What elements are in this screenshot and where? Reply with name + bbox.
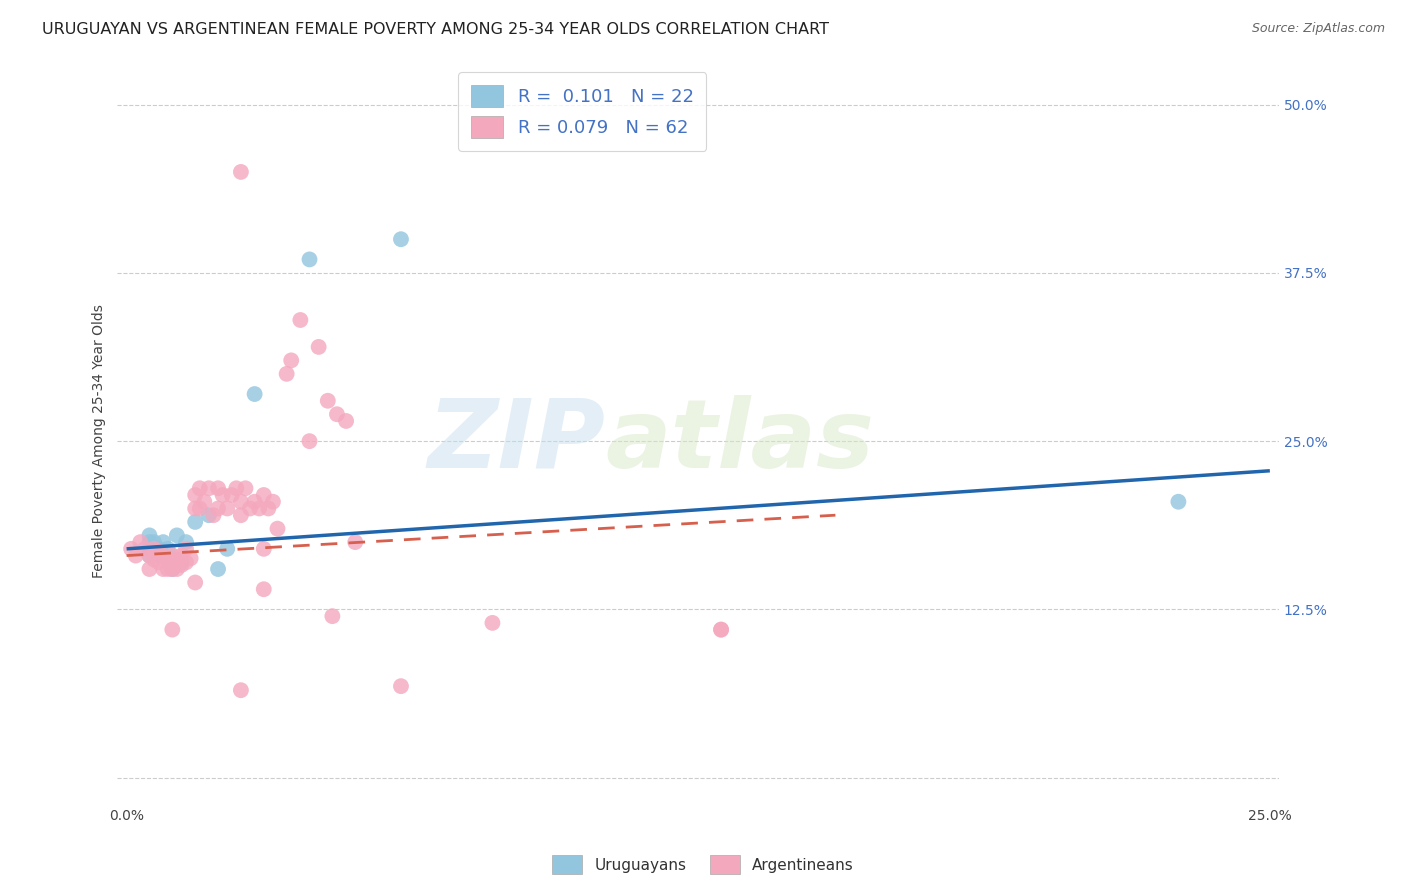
Point: [170, 555, 193, 569]
Point: [298, 252, 321, 267]
Point: [344, 535, 367, 549]
Point: [148, 544, 170, 558]
Point: [166, 528, 188, 542]
Point: [481, 615, 503, 630]
Point: [180, 551, 202, 566]
Point: [710, 623, 733, 637]
Point: [184, 515, 207, 529]
Point: [138, 562, 160, 576]
Point: [207, 501, 229, 516]
Point: [280, 353, 302, 368]
Point: [170, 558, 193, 572]
Point: [253, 582, 276, 597]
Point: [229, 165, 252, 179]
Point: [235, 481, 257, 495]
Point: [257, 501, 280, 516]
Point: [166, 552, 188, 566]
Point: [152, 535, 174, 549]
Point: [207, 481, 229, 495]
Point: [276, 367, 298, 381]
Point: [138, 541, 160, 556]
Point: [247, 501, 270, 516]
Point: [321, 609, 343, 624]
Point: [166, 562, 188, 576]
Point: [174, 541, 197, 556]
Point: [156, 552, 179, 566]
Point: [129, 535, 152, 549]
Point: [389, 232, 412, 246]
Point: [156, 562, 179, 576]
Point: [138, 528, 160, 542]
Point: [174, 555, 197, 569]
Point: [266, 522, 288, 536]
Point: [170, 549, 193, 563]
Point: [143, 541, 166, 556]
Point: [253, 488, 276, 502]
Point: [134, 541, 156, 556]
Point: [188, 481, 211, 495]
Point: [138, 535, 160, 549]
Point: [217, 541, 239, 556]
Point: [253, 541, 276, 556]
Text: Source: ZipAtlas.com: Source: ZipAtlas.com: [1251, 22, 1385, 36]
Point: [229, 494, 252, 508]
Point: [262, 494, 284, 508]
Point: [710, 623, 733, 637]
Point: [243, 494, 266, 508]
Point: [326, 407, 349, 421]
Legend: R =  0.101   N = 22, R = 0.079   N = 62: R = 0.101 N = 22, R = 0.079 N = 62: [458, 72, 706, 151]
Point: [162, 562, 184, 576]
Point: [148, 555, 170, 569]
Point: [290, 313, 312, 327]
Point: [188, 501, 211, 516]
Point: [202, 508, 225, 523]
Point: [162, 549, 184, 563]
Point: [211, 488, 233, 502]
Point: [239, 501, 262, 516]
Point: [335, 414, 357, 428]
Point: [138, 549, 160, 563]
Point: [298, 434, 321, 449]
Point: [389, 679, 412, 693]
Point: [308, 340, 330, 354]
Point: [229, 683, 252, 698]
Point: [148, 541, 170, 556]
Point: [138, 549, 160, 563]
Point: [125, 549, 148, 563]
Point: [162, 623, 184, 637]
Point: [184, 501, 207, 516]
Point: [225, 481, 247, 495]
Text: ZIP: ZIP: [427, 394, 606, 488]
Point: [198, 508, 221, 523]
Point: [184, 575, 207, 590]
Point: [143, 535, 166, 549]
Point: [1167, 494, 1189, 508]
Legend: Uruguayans, Argentineans: Uruguayans, Argentineans: [546, 849, 860, 880]
Point: [207, 562, 229, 576]
Point: [152, 549, 174, 563]
Point: [148, 549, 170, 563]
Y-axis label: Female Poverty Among 25-34 Year Olds: Female Poverty Among 25-34 Year Olds: [93, 304, 107, 578]
Point: [184, 488, 207, 502]
Point: [221, 488, 243, 502]
Point: [198, 481, 221, 495]
Point: [217, 501, 239, 516]
Point: [156, 541, 179, 556]
Point: [162, 562, 184, 576]
Point: [120, 541, 142, 556]
Point: [243, 387, 266, 401]
Point: [162, 555, 184, 569]
Point: [229, 508, 252, 523]
Point: [174, 535, 197, 549]
Point: [152, 562, 174, 576]
Text: URUGUAYAN VS ARGENTINEAN FEMALE POVERTY AMONG 25-34 YEAR OLDS CORRELATION CHART: URUGUAYAN VS ARGENTINEAN FEMALE POVERTY …: [42, 22, 830, 37]
Point: [143, 552, 166, 566]
Point: [193, 494, 215, 508]
Point: [316, 393, 339, 408]
Text: atlas: atlas: [606, 394, 875, 488]
